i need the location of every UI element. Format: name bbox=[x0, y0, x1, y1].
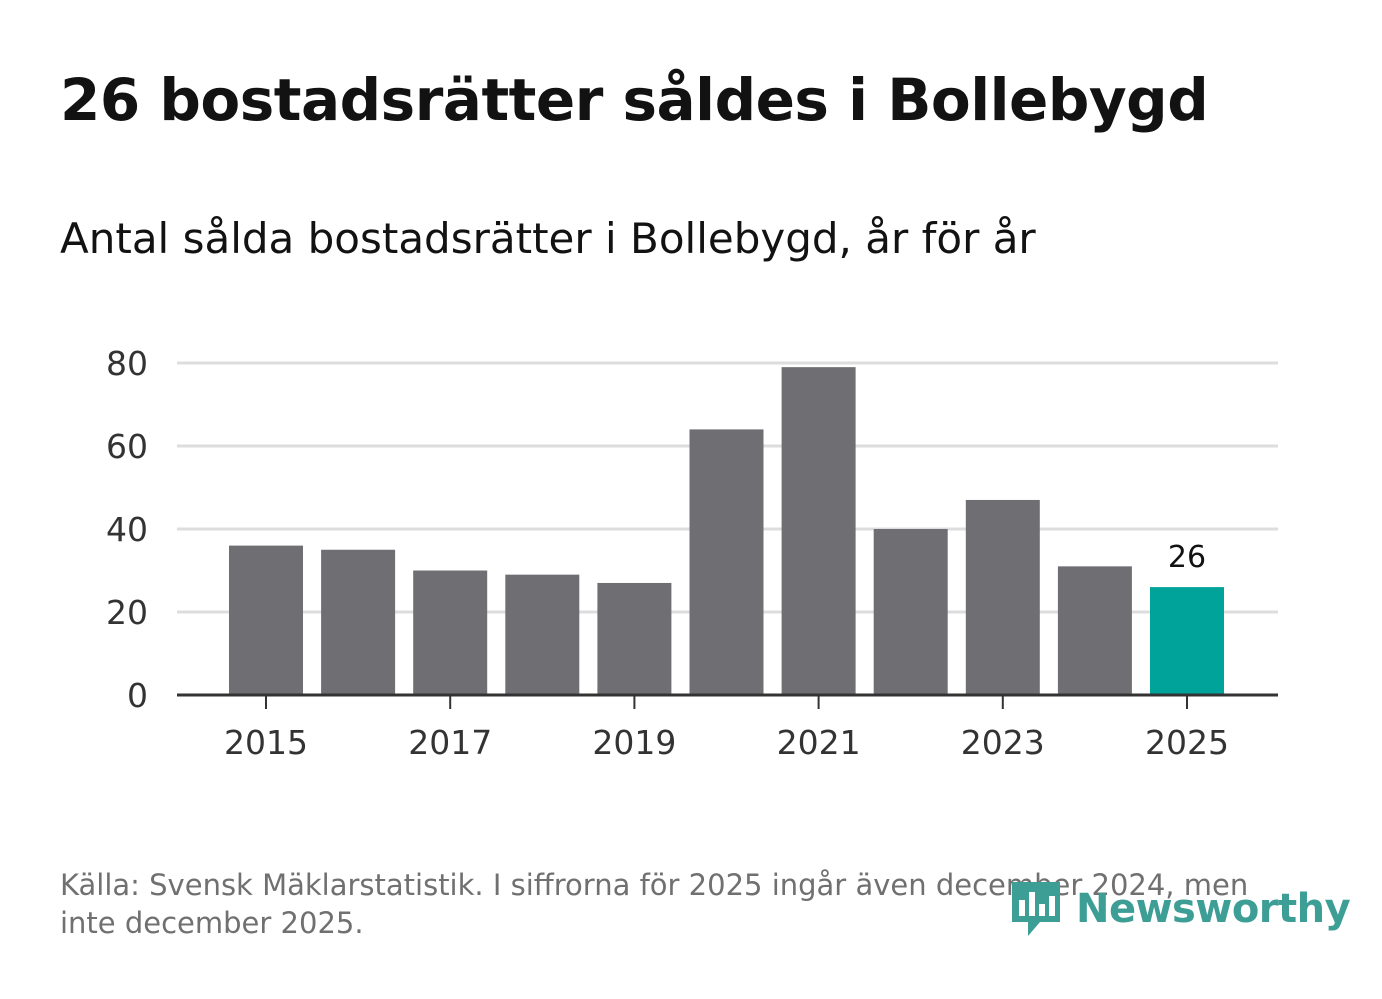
y-tick-label: 60 bbox=[106, 427, 148, 466]
axes bbox=[177, 693, 1278, 709]
x-tick-label: 2015 bbox=[224, 723, 308, 762]
x-tick-label: 2025 bbox=[1145, 723, 1229, 762]
x-tick-label: 2019 bbox=[592, 723, 676, 762]
brand-logo: Newsworthy bbox=[1010, 878, 1351, 940]
newsworthy-logo-icon bbox=[1012, 882, 1060, 936]
chart-subtitle: Antal sålda bostadsrätter i Bollebygd, å… bbox=[60, 214, 1036, 263]
y-tick-label: 40 bbox=[106, 510, 148, 549]
bar-2024 bbox=[1057, 566, 1132, 695]
x-tick-label: 2023 bbox=[961, 723, 1045, 762]
chart-title: 26 bostadsrätter såldes i Bollebygd bbox=[60, 66, 1209, 134]
bar-2025 bbox=[1150, 587, 1224, 695]
bar-2018 bbox=[505, 574, 580, 695]
labels: 0 20 40 60 80 2015 2017 2019 2021 2023 2025 26 bbox=[106, 344, 1229, 762]
bar-2023 bbox=[965, 499, 1040, 695]
bar-2016 bbox=[321, 549, 396, 695]
bars bbox=[229, 367, 1224, 695]
bar-2022 bbox=[873, 529, 948, 695]
y-tick-label: 80 bbox=[106, 344, 148, 383]
x-tick-label: 2021 bbox=[777, 723, 861, 762]
data-label: 26 bbox=[1168, 540, 1206, 575]
bar-2020 bbox=[689, 429, 764, 695]
x-tick-label: 2017 bbox=[408, 723, 492, 762]
bar-2017 bbox=[413, 570, 488, 695]
bar-2019 bbox=[597, 582, 672, 695]
y-tick-label: 20 bbox=[106, 593, 148, 632]
bar-2021 bbox=[781, 367, 856, 695]
y-tick-label: 0 bbox=[127, 676, 148, 715]
brand-name: Newsworthy bbox=[1076, 886, 1351, 932]
bar-2015 bbox=[229, 545, 303, 695]
